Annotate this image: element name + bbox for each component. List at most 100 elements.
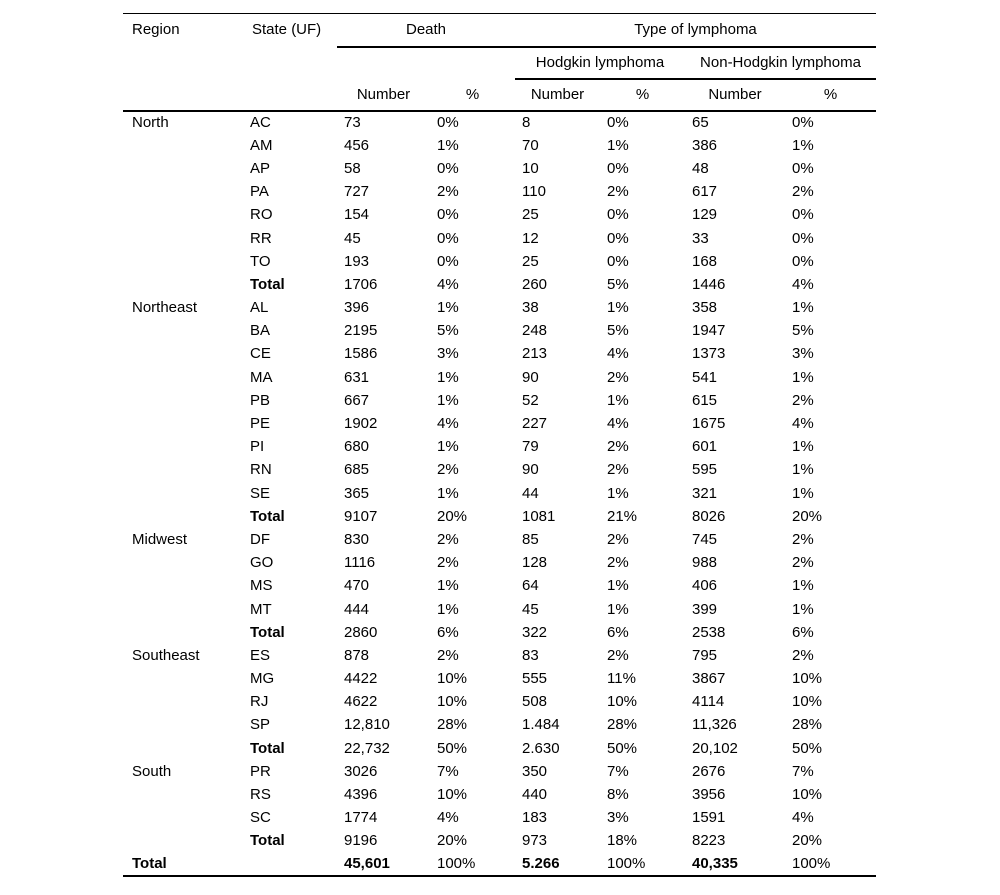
region-cell [123, 180, 243, 203]
percent-cell: 10% [437, 693, 468, 711]
percent-cell: 20% [792, 507, 823, 525]
percent-cell: 20% [437, 832, 468, 850]
percent-cell: 21% [607, 507, 638, 525]
percent-cell: 3% [792, 345, 814, 363]
table-row: GO 1116 2% 128 2% 988 2% [123, 551, 876, 574]
number-cell: 11,326 [692, 716, 737, 734]
number-cell: 595 [692, 461, 718, 479]
number-cell: 20,102 [692, 739, 738, 757]
number-cell: 1675 [692, 415, 726, 433]
percent-cell: 2% [792, 530, 814, 548]
table-row: RR 45 0% 12 0% 33 0% [123, 226, 876, 249]
region-cell [123, 226, 243, 249]
number-cell: 680 [344, 438, 370, 456]
non-hodgkin-number-header: Number [685, 78, 785, 112]
state-cell: SP [250, 716, 271, 734]
table-row: Midwest DF 830 2% 85 2% 745 2% [123, 528, 876, 551]
table-row: PB 667 1% 52 1% 615 2% [123, 389, 876, 412]
state-cell: AL [250, 299, 269, 317]
state-cell: CE [250, 345, 271, 363]
percent-cell: 28% [437, 716, 468, 734]
number-cell: 9107 [344, 507, 378, 525]
non-hodgkin-percent-header: % [785, 78, 876, 112]
percent-cell: 0% [437, 229, 459, 247]
number-cell: 350 [522, 762, 548, 780]
region-cell: Southeast [132, 646, 200, 664]
number-cell: 555 [522, 670, 548, 688]
lymphoma-table: Region State (UF) Death Type of lymphoma… [123, 13, 876, 877]
number-cell: 1081 [522, 507, 556, 525]
number-cell: 12 [522, 229, 539, 247]
number-cell: 45 [344, 229, 361, 247]
percent-cell: 0% [792, 159, 814, 177]
state-cell: PB [250, 391, 271, 409]
table-row: South PR 3026 7% 350 7% 2676 7% [123, 760, 876, 783]
percent-cell: 1% [792, 577, 814, 595]
number-cell: 2676 [692, 762, 726, 780]
percent-cell: 1% [792, 484, 814, 502]
percent-cell: 2% [792, 646, 814, 664]
percent-cell: 4% [792, 809, 814, 827]
number-cell: 52 [522, 391, 539, 409]
number-cell: 1947 [692, 322, 726, 340]
percent-cell: 2% [607, 368, 629, 386]
percent-cell: 100% [430, 852, 515, 877]
percent-cell: 0% [607, 159, 629, 177]
table-row: AP 58 0% 10 0% 48 0% [123, 157, 876, 180]
table-row: SC 1774 4% 183 3% 1591 4% [123, 806, 876, 829]
percent-cell: 50% [607, 739, 638, 757]
hodgkin-number-header: Number [515, 78, 600, 112]
state-cell [243, 852, 337, 877]
number-cell: 8026 [692, 507, 726, 525]
number-cell: 65 [692, 114, 709, 132]
percent-cell: 1% [607, 136, 629, 154]
table-row: North AC 73 0% 8 0% 65 0% [123, 111, 876, 134]
table-grand-total-row: Total 45,601 100% 5.266 100% 40,335 100% [123, 852, 876, 877]
state-cell: Total [250, 275, 285, 293]
region-column-header: Region [123, 13, 243, 112]
number-cell: 3867 [692, 670, 726, 688]
table-row: RO 154 0% 25 0% 129 0% [123, 203, 876, 226]
table-row: SP 12,810 28% 1.484 28% 11,326 28% [123, 713, 876, 736]
hodgkin-percent-header: % [600, 78, 685, 112]
percent-cell: 6% [607, 623, 629, 641]
number-cell: 1902 [344, 415, 378, 433]
number-cell: 470 [344, 577, 370, 595]
death-percent-header: % [430, 78, 515, 112]
percent-cell: 4% [792, 415, 814, 433]
table-row: AM 456 1% 70 1% 386 1% [123, 134, 876, 157]
number-cell: 1586 [344, 345, 378, 363]
percent-cell: 4% [607, 415, 629, 433]
percent-cell: 2% [437, 530, 459, 548]
percent-cell: 2% [607, 461, 629, 479]
percent-cell: 1% [437, 438, 459, 456]
number-cell: 168 [692, 252, 718, 270]
state-cell: RR [250, 229, 272, 247]
table-row: PI 680 1% 79 2% 601 1% [123, 435, 876, 458]
number-cell: 183 [522, 809, 548, 827]
number-cell: 444 [344, 600, 370, 618]
number-cell: 541 [692, 368, 718, 386]
number-cell: 213 [522, 345, 548, 363]
number-cell: 45 [522, 600, 539, 618]
percent-cell: 1% [607, 299, 629, 317]
percent-cell: 2% [607, 646, 629, 664]
percent-cell: 2% [607, 554, 629, 572]
percent-cell: 1% [437, 600, 459, 618]
percent-cell: 1% [607, 577, 629, 595]
percent-cell: 28% [792, 716, 823, 734]
percent-cell: 0% [437, 252, 459, 270]
number-cell: 40,335 [685, 852, 785, 877]
percent-cell: 0% [607, 229, 629, 247]
percent-cell: 5% [437, 322, 459, 340]
region-cell [123, 389, 243, 412]
number-cell: 3956 [692, 786, 726, 804]
number-cell: 58 [344, 159, 361, 177]
percent-cell: 0% [792, 206, 814, 224]
number-cell: 4422 [344, 670, 378, 688]
region-cell [123, 435, 243, 458]
state-column-header: State (UF) [243, 13, 337, 112]
percent-cell: 0% [792, 229, 814, 247]
percent-cell: 7% [607, 762, 629, 780]
